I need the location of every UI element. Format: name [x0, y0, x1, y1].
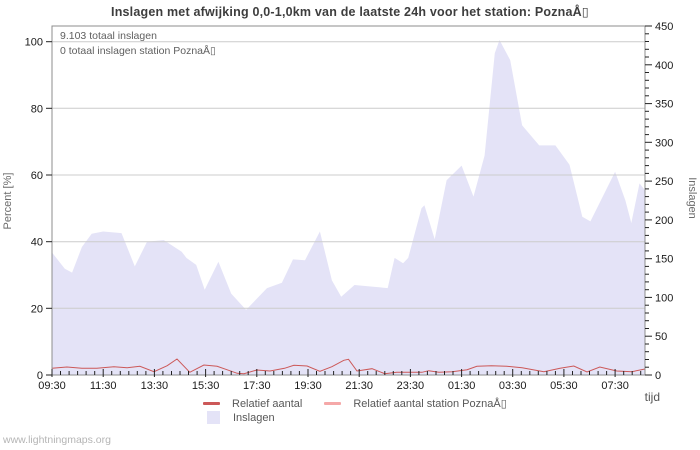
svg-text:15:30: 15:30 — [192, 380, 220, 392]
legend-row-area: Inslagen — [207, 411, 275, 424]
relative-line-swatch — [203, 402, 220, 405]
svg-text:250: 250 — [655, 176, 673, 188]
relative-station-line-swatch — [324, 402, 342, 405]
svg-text:19:30: 19:30 — [294, 380, 322, 392]
svg-text:23:30: 23:30 — [397, 380, 425, 392]
legend-label-relative-station: Relatief aantal station PoznaÅ▯ — [353, 398, 507, 410]
svg-text:13:30: 13:30 — [141, 380, 169, 392]
svg-text:0: 0 — [655, 370, 661, 382]
svg-text:21:30: 21:30 — [345, 380, 373, 392]
svg-text:80: 80 — [31, 103, 43, 115]
watermark: www.lightningmaps.org — [3, 434, 111, 446]
y-axis-label-inslagen: Inslagen — [686, 177, 698, 219]
total-strikes-annotation: 9.103 totaal inslagen — [60, 30, 157, 42]
svg-text:05:30: 05:30 — [550, 380, 578, 392]
svg-text:400: 400 — [655, 60, 673, 72]
svg-text:50: 50 — [655, 331, 667, 343]
svg-text:200: 200 — [655, 215, 673, 227]
legend-row-lines: Relatief aantal Relatief aantal station … — [203, 397, 507, 410]
svg-text:0: 0 — [37, 370, 43, 382]
svg-text:01:30: 01:30 — [448, 380, 476, 392]
legend-label-inslagen: Inslagen — [233, 411, 275, 424]
right-axis-ticks: 0 50 100 150 200 250 300 350 400 450 — [645, 21, 673, 382]
x-axis-label-tijd: tijd — [644, 390, 660, 404]
svg-text:03:30: 03:30 — [499, 380, 527, 392]
svg-text:11:30: 11:30 — [90, 380, 117, 392]
svg-text:17:30: 17:30 — [243, 380, 271, 392]
svg-text:07:30: 07:30 — [601, 380, 629, 392]
x-axis-ticks: 09:30 11:30 13:30 15:30 17:30 19:30 21:30 23:30… — [38, 369, 642, 392]
plot-frame — [51, 25, 646, 376]
svg-text:20: 20 — [31, 303, 43, 315]
svg-text:60: 60 — [31, 170, 43, 182]
svg-text:40: 40 — [31, 237, 43, 249]
svg-text:450: 450 — [655, 21, 673, 33]
svg-text:100: 100 — [25, 37, 43, 49]
inslagen-area-series — [52, 40, 645, 375]
gridlines — [52, 41, 645, 309]
y-axis-label-percent: Percent [%] — [2, 172, 14, 230]
svg-text:350: 350 — [655, 99, 673, 111]
legend-label-relative: Relatief aantal — [232, 397, 303, 410]
svg-text:100: 100 — [655, 292, 673, 304]
inslagen-area-swatch — [207, 411, 220, 424]
svg-text:300: 300 — [655, 137, 673, 149]
svg-text:09:30: 09:30 — [38, 380, 66, 392]
station-total-annotation: 0 totaal inslagen station PoznaÅ▯ — [60, 45, 216, 57]
svg-text:150: 150 — [655, 254, 673, 266]
left-axis-ticks: 0 20 40 60 80 100 — [25, 37, 52, 382]
chart-title: Inslagen met afwijking 0,0-1,0km van de … — [111, 5, 589, 19]
